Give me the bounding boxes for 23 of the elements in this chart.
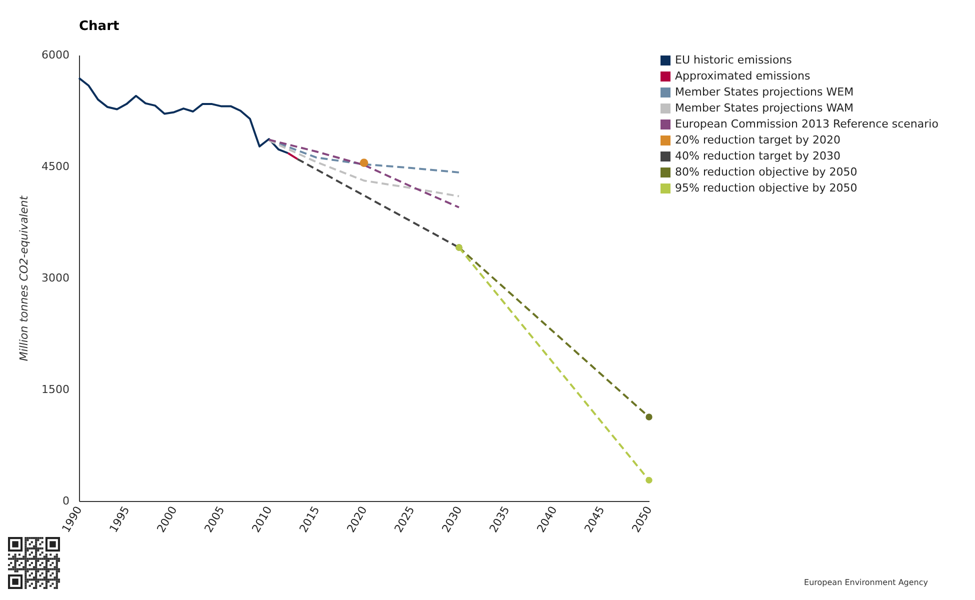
point — [646, 476, 652, 484]
line-series — [268, 139, 460, 198]
line-series — [78, 77, 289, 154]
point — [646, 414, 652, 420]
y-axis-title: Million tonnes CO2-equivalent — [18, 195, 31, 362]
legend-label: European Commission 2013 Reference scenario — [675, 118, 939, 130]
y-tick-label: 0 — [62, 494, 70, 508]
chart-title: Chart — [79, 19, 120, 34]
legend-label: Member States projections WEM — [675, 86, 854, 98]
legend-label: EU historic emissions — [675, 54, 792, 66]
legend-label: 80% reduction objective by 2050 — [675, 166, 858, 178]
text: European Environment Agency — [804, 578, 928, 588]
point — [360, 158, 368, 167]
line-series — [268, 138, 460, 208]
y-tick-label: 3000 — [42, 272, 70, 284]
legend-label: 95% reduction objective by 2050 — [675, 182, 858, 194]
y-tick-label: 1500 — [42, 383, 70, 396]
y-tick-label: 4500 — [42, 160, 70, 173]
legend-label: 40% reduction target by 2030 — [675, 150, 840, 162]
legend-label: Approximated emissions — [675, 70, 810, 82]
y-tick-label: 6000 — [42, 48, 70, 62]
legend-label: Member States projections WAM — [675, 102, 854, 114]
legend-label: 20% reduction target by 2020 — [675, 134, 840, 146]
